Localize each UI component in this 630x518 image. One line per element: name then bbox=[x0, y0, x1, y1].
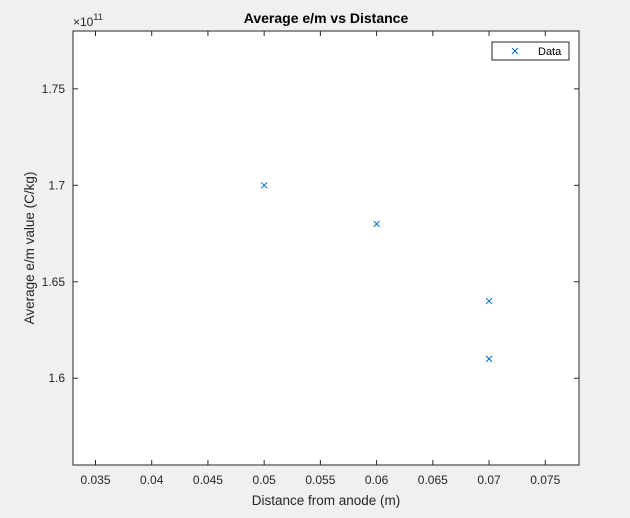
y-tick-label: 1.65 bbox=[42, 275, 66, 289]
legend: Data bbox=[491, 41, 570, 61]
data-point bbox=[260, 181, 268, 189]
legend-label: Data bbox=[538, 46, 562, 58]
x-tick-label: 0.05 bbox=[252, 473, 276, 487]
x-tick-label: 0.045 bbox=[193, 473, 223, 487]
data-points bbox=[260, 181, 493, 363]
x-axis-label: Distance from anode (m) bbox=[252, 493, 401, 508]
x-tick-label: 0.06 bbox=[365, 473, 389, 487]
data-point bbox=[373, 220, 380, 228]
y-tick-label: 1.75 bbox=[42, 82, 66, 96]
y-tick-label: 1.6 bbox=[48, 371, 65, 385]
x-tick-label: 0.07 bbox=[477, 473, 501, 487]
x-tick-label: 0.065 bbox=[418, 473, 448, 487]
x-tick-label: 0.055 bbox=[305, 473, 335, 487]
ticks-layer: 0.035 0.04 0.045 0.05 0.055 0.06 0.065 0.07 0.07… bbox=[42, 31, 579, 487]
y-exponent-power: 11 bbox=[93, 12, 102, 22]
x-tick-label: 0.04 bbox=[140, 473, 164, 487]
plot-area bbox=[73, 31, 579, 465]
legend-marker-x bbox=[511, 47, 519, 55]
y-exponent-base: ×10 bbox=[73, 15, 94, 29]
x-tick-label: 0.035 bbox=[80, 473, 110, 487]
x-tick-label: 0.075 bbox=[530, 473, 560, 487]
data-point bbox=[485, 355, 493, 363]
y-axis-label: Average e/m value (C/kg) bbox=[22, 172, 37, 325]
data-point bbox=[485, 297, 493, 305]
y-tick-label: 1.7 bbox=[48, 178, 65, 192]
axes-box bbox=[72, 30, 580, 466]
chart-title: Average e/m vs Distance bbox=[244, 10, 409, 26]
legend-box bbox=[491, 41, 570, 61]
y-exponent-label: ×1011 bbox=[73, 12, 103, 29]
